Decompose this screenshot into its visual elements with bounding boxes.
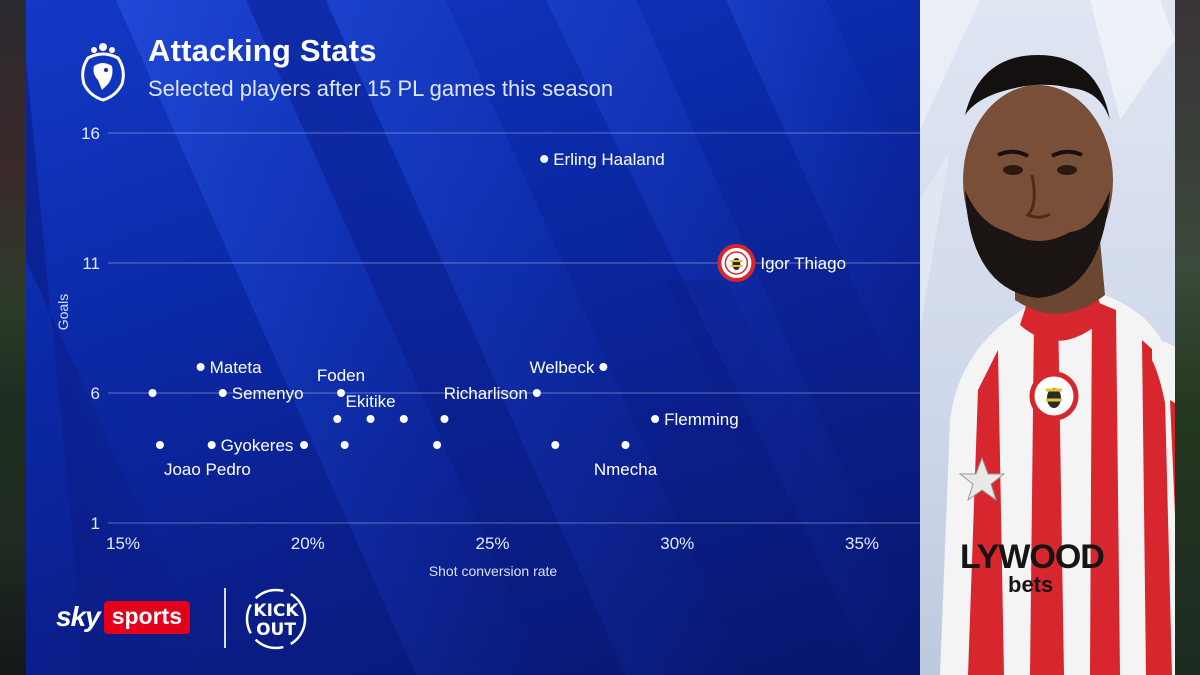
data-point	[300, 441, 309, 449]
point-label: Erling Haaland	[553, 150, 665, 169]
point-label: Gyokeres	[221, 436, 294, 455]
kit-sponsor-bottom: bets	[1008, 572, 1053, 597]
y-tick-label: 11	[82, 254, 100, 273]
data-point	[433, 441, 442, 449]
point-label: Welbeck	[529, 358, 594, 377]
stadium-background-left	[0, 0, 26, 675]
point-label: Flemming	[664, 410, 739, 429]
premier-league-lion-icon	[78, 40, 128, 102]
point-labels: Erling Haaland Igor Thiago Mateta Welbeck Se…	[164, 150, 846, 479]
data-point	[340, 441, 349, 449]
data-point	[155, 441, 164, 449]
y-tick-label: 1	[91, 514, 100, 533]
data-points	[148, 155, 756, 449]
highlight-point-brentford-crest-icon	[717, 244, 756, 282]
y-tick-label: 16	[81, 124, 100, 143]
point-label: Richarlison	[444, 384, 528, 403]
x-axis-ticks: 15% 20% 25% 30% 35%	[106, 534, 879, 553]
sky-sports-logo: sky sports	[56, 599, 191, 635]
data-point	[399, 415, 408, 423]
y-axis-label: Goals	[55, 294, 71, 331]
data-point	[651, 415, 660, 423]
page-subtitle: Selected players after 15 PL games this …	[148, 76, 614, 101]
data-point	[621, 441, 630, 449]
data-point	[148, 389, 157, 397]
data-point	[540, 155, 549, 163]
brentford-crest-icon	[1029, 371, 1079, 421]
point-label: Igor Thiago	[760, 254, 846, 273]
point-label: Ekitike	[346, 392, 396, 411]
panel-stripes-decoration	[26, 0, 920, 675]
data-point	[337, 389, 346, 397]
data-point	[333, 415, 342, 423]
sky-wordmark: sky	[56, 601, 101, 632]
x-tick-label: 35%	[845, 534, 879, 553]
point-label: Joao Pedro	[164, 460, 251, 479]
point-label: Semenyo	[232, 384, 304, 403]
x-tick-label: 20%	[291, 534, 325, 553]
logo-divider	[224, 588, 226, 648]
kick-it-out-logo: KICK OUT	[243, 588, 309, 650]
data-point	[532, 389, 541, 397]
x-tick-label: 30%	[660, 534, 694, 553]
x-tick-label: 25%	[475, 534, 509, 553]
point-label: Mateta	[210, 358, 263, 377]
y-tick-label: 6	[91, 384, 100, 403]
data-point	[196, 363, 205, 371]
stadium-background-right	[1175, 0, 1200, 675]
sports-wordmark: sports	[103, 600, 191, 634]
kick-it-out-top: KICK	[253, 601, 299, 621]
kick-it-out-bottom: OUT	[256, 620, 296, 640]
player-panel: LYWOOD bets	[920, 0, 1200, 675]
point-label: Foden	[317, 366, 365, 385]
data-point	[207, 441, 216, 449]
data-point	[218, 389, 227, 397]
y-axis-ticks: 16 11 6 1	[81, 124, 100, 533]
stats-panel	[26, 0, 920, 675]
x-tick-label: 15%	[106, 534, 140, 553]
grid-lines	[108, 132, 920, 524]
data-point	[440, 415, 449, 423]
data-point	[599, 363, 608, 371]
kit-sponsor-top: LYWOOD	[960, 538, 1104, 576]
point-label: Nmecha	[594, 460, 658, 479]
data-point	[551, 441, 560, 449]
page-title: Attacking Stats	[148, 33, 377, 68]
data-point	[366, 415, 375, 423]
x-axis-label: Shot conversion rate	[429, 563, 558, 579]
